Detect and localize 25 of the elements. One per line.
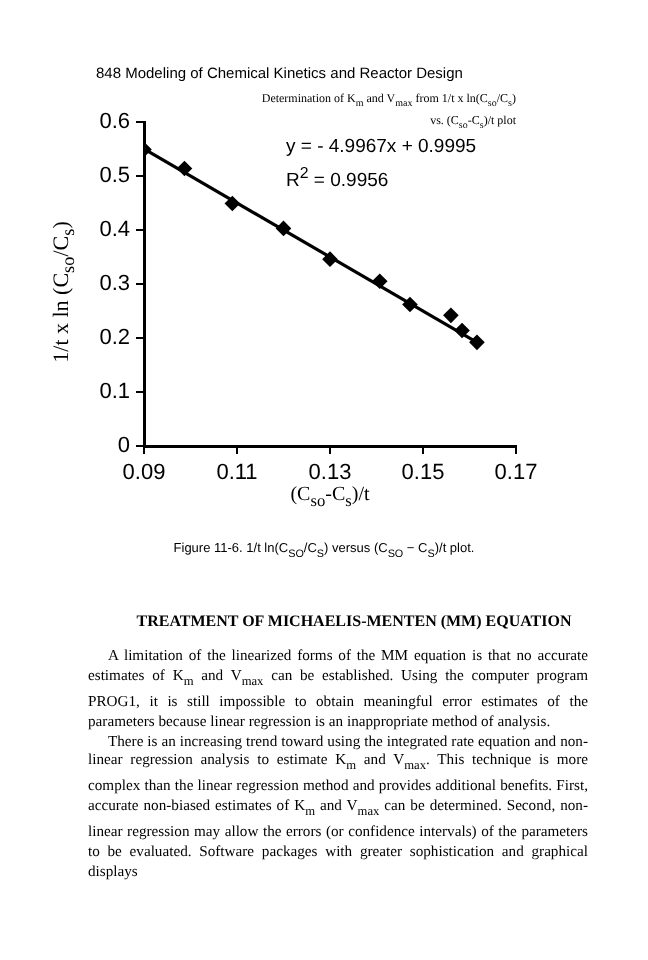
point <box>322 251 338 267</box>
point <box>443 307 459 323</box>
x-tick-label: 0.17 <box>494 461 538 486</box>
point <box>469 334 485 350</box>
text: TREATMENT OF MICHAELIS-MENTEN (MM) EQUATION <box>134 612 574 631</box>
annotation: R$^{2}$ = 0.9956 <box>286 164 389 193</box>
x-axis-title: (C$_{so}$-C$_{s}$)/t <box>288 484 372 510</box>
x-tick-label: 0.09 <box>122 461 166 486</box>
y-tick-label: 0.2 <box>99 326 130 351</box>
y-tick-label: 0.6 <box>99 110 130 135</box>
point <box>224 196 240 211</box>
y-tick-label: 0.4 <box>99 218 130 243</box>
x-tick-label: 0.11 <box>216 461 258 486</box>
y-tick-label: 0.5 <box>99 164 130 189</box>
point <box>454 323 470 338</box>
point <box>402 297 418 312</box>
point <box>372 273 388 289</box>
x-tick-label: 0.15 <box>401 461 445 486</box>
annotation: y = - 4.9967x + 0.9995 <box>286 136 477 158</box>
y-tick-label: 0.1 <box>99 380 130 405</box>
x-tick-label: 0.13 <box>308 461 352 486</box>
y-tick-label: 0 <box>117 434 130 459</box>
point <box>177 161 192 176</box>
point <box>276 220 291 236</box>
y-tick-label: 0.3 <box>99 272 130 297</box>
